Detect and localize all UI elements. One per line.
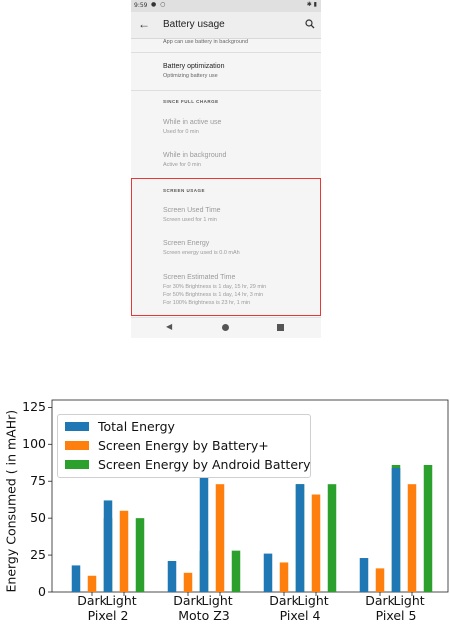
y-tick-label: 25 — [30, 547, 46, 563]
x-tick-label-dark: Dark — [173, 593, 203, 608]
battery-optimization-subtitle: Optimizing battery use — [163, 73, 218, 79]
bar-screen-energy-by-android-battery-moto-z3-light — [231, 550, 241, 592]
x-tick-label-dark: Dark — [269, 593, 299, 608]
x-tick-label-light: Light — [201, 593, 233, 608]
bar-screen-energy-by-battery--pixel-5-dark — [375, 568, 385, 592]
legend-swatch — [65, 441, 89, 450]
y-tick-label: 125 — [22, 399, 46, 415]
status-notification-icons: ● ○ — [151, 1, 167, 8]
nav-recents-icon[interactable] — [277, 324, 284, 331]
energy-bar-chart: Energy Consumed ( in mAHr) 0 25 50 75 100 125… — [0, 395, 450, 630]
x-tick-label-light: Light — [105, 593, 137, 608]
screen-used-time-title: Screen Used Time — [163, 207, 221, 214]
y-tick-label: 75 — [30, 473, 46, 489]
screen-energy-subtitle: Screen energy used is 0.0 mAh — [163, 250, 240, 256]
estimate-line-50: For 50% Brightness is 1 day, 14 hr, 3 mi… — [163, 292, 264, 298]
bar-screen-energy-by-battery--moto-z3-dark — [183, 572, 193, 592]
bar-total-energy-pixel-2-dark — [71, 565, 81, 592]
bar-screen-energy-by-battery--pixel-2-light — [119, 510, 129, 592]
section-screen-usage: SCREEN USAGE — [163, 188, 206, 193]
battery-optimization-title: Battery optimization — [163, 63, 225, 70]
plot-frame — [51, 399, 449, 593]
y-tick-label: 0 — [38, 584, 46, 599]
background-subtitle: Active for 0 min — [163, 162, 201, 168]
x-tick-label-dark: Dark — [77, 593, 107, 608]
chart-legend: Total Energy Screen Energy by Battery+ Scr… — [57, 414, 311, 478]
arrow-back-icon[interactable]: ← — [138, 17, 150, 31]
bar-total-energy-pixel-5-dark — [359, 558, 369, 592]
screen-energy-title: Screen Energy — [163, 240, 210, 247]
bar-total-energy-pixel-4-dark — [263, 553, 273, 592]
bar-screen-energy-by-battery--moto-z3-light — [215, 484, 225, 592]
status-time: 9:59 — [134, 2, 148, 9]
x-tick-label-light: Light — [297, 593, 329, 608]
bar-screen-energy-by-battery--pixel-2-dark — [87, 575, 97, 592]
settings-list: App can use battery in background Batter… — [131, 39, 321, 317]
device-label: Moto Z3 — [178, 608, 230, 623]
bar-total-energy-moto-z3-dark — [167, 560, 177, 592]
legend-swatch — [65, 422, 89, 431]
y-tick-label: 50 — [30, 510, 46, 526]
legend-label: Screen Energy by Battery+ — [98, 438, 269, 453]
estimate-line-30: For 30% Brightness is 1 day, 15 hr, 29 m… — [163, 284, 267, 290]
divider — [131, 52, 321, 53]
bar-screen-energy-by-android-battery-pixel-2-light — [135, 518, 145, 592]
x-tick-label-light: Light — [393, 593, 425, 608]
bar-screen-energy-by-android-battery-pixel-4-light — [327, 484, 337, 592]
bar-screen-energy-by-android-battery-pixel-5-light — [423, 464, 433, 592]
bar-screen-energy-by-battery--pixel-4-dark — [279, 562, 289, 592]
device-label: Pixel 4 — [279, 608, 321, 623]
nav-back-icon[interactable]: ◀ — [166, 322, 173, 331]
bar-total-energy-pixel-4-light — [295, 484, 305, 592]
estimate-line-100: For 100% Brightness is 23 hr, 1 min — [163, 300, 251, 306]
page-title: Battery usage — [163, 19, 225, 30]
status-system-icons: ✱ ▮ — [306, 1, 317, 8]
section-since-full-charge: SINCE FULL CHARGE — [163, 99, 219, 104]
status-bar: 9:59 ● ○ ✱ ▮ — [131, 0, 321, 12]
active-use-subtitle: Used for 0 min — [163, 129, 199, 135]
chart-plot — [48, 399, 449, 596]
nav-home-icon[interactable] — [222, 324, 229, 331]
device-label: Pixel 5 — [375, 608, 417, 623]
phone-screenshot: 9:59 ● ○ ✱ ▮ ← Battery usage App can use… — [131, 0, 321, 338]
bar-screen-energy-by-battery--pixel-5-light — [407, 484, 417, 592]
legend-label: Total Energy — [98, 419, 175, 434]
background-restriction-subtitle: App can use battery in background — [163, 39, 249, 45]
screen-used-time-subtitle: Screen used for 1 min — [163, 217, 217, 223]
divider — [131, 90, 321, 91]
search-icon[interactable] — [305, 17, 315, 31]
screen-usage-highlight-box — [131, 178, 321, 316]
x-tick-label-dark: Dark — [365, 593, 395, 608]
bar-total-energy-pixel-5-light — [391, 467, 401, 592]
legend-swatch — [65, 460, 89, 469]
legend-label: Screen Energy by Android Battery — [98, 457, 311, 472]
screen-estimated-time-title: Screen Estimated Time — [163, 274, 236, 281]
device-label: Pixel 2 — [87, 608, 129, 623]
app-bar: ← Battery usage — [131, 12, 321, 39]
background-title: While in background — [163, 152, 227, 159]
bar-total-energy-moto-z3-light — [199, 472, 209, 592]
navigation-bar: ◀ — [131, 317, 321, 338]
bar-screen-energy-by-battery--pixel-4-light — [311, 494, 321, 592]
y-tick-label: 100 — [22, 436, 46, 452]
bar-total-energy-pixel-2-light — [103, 500, 113, 592]
active-use-title: While in active use — [163, 119, 222, 126]
